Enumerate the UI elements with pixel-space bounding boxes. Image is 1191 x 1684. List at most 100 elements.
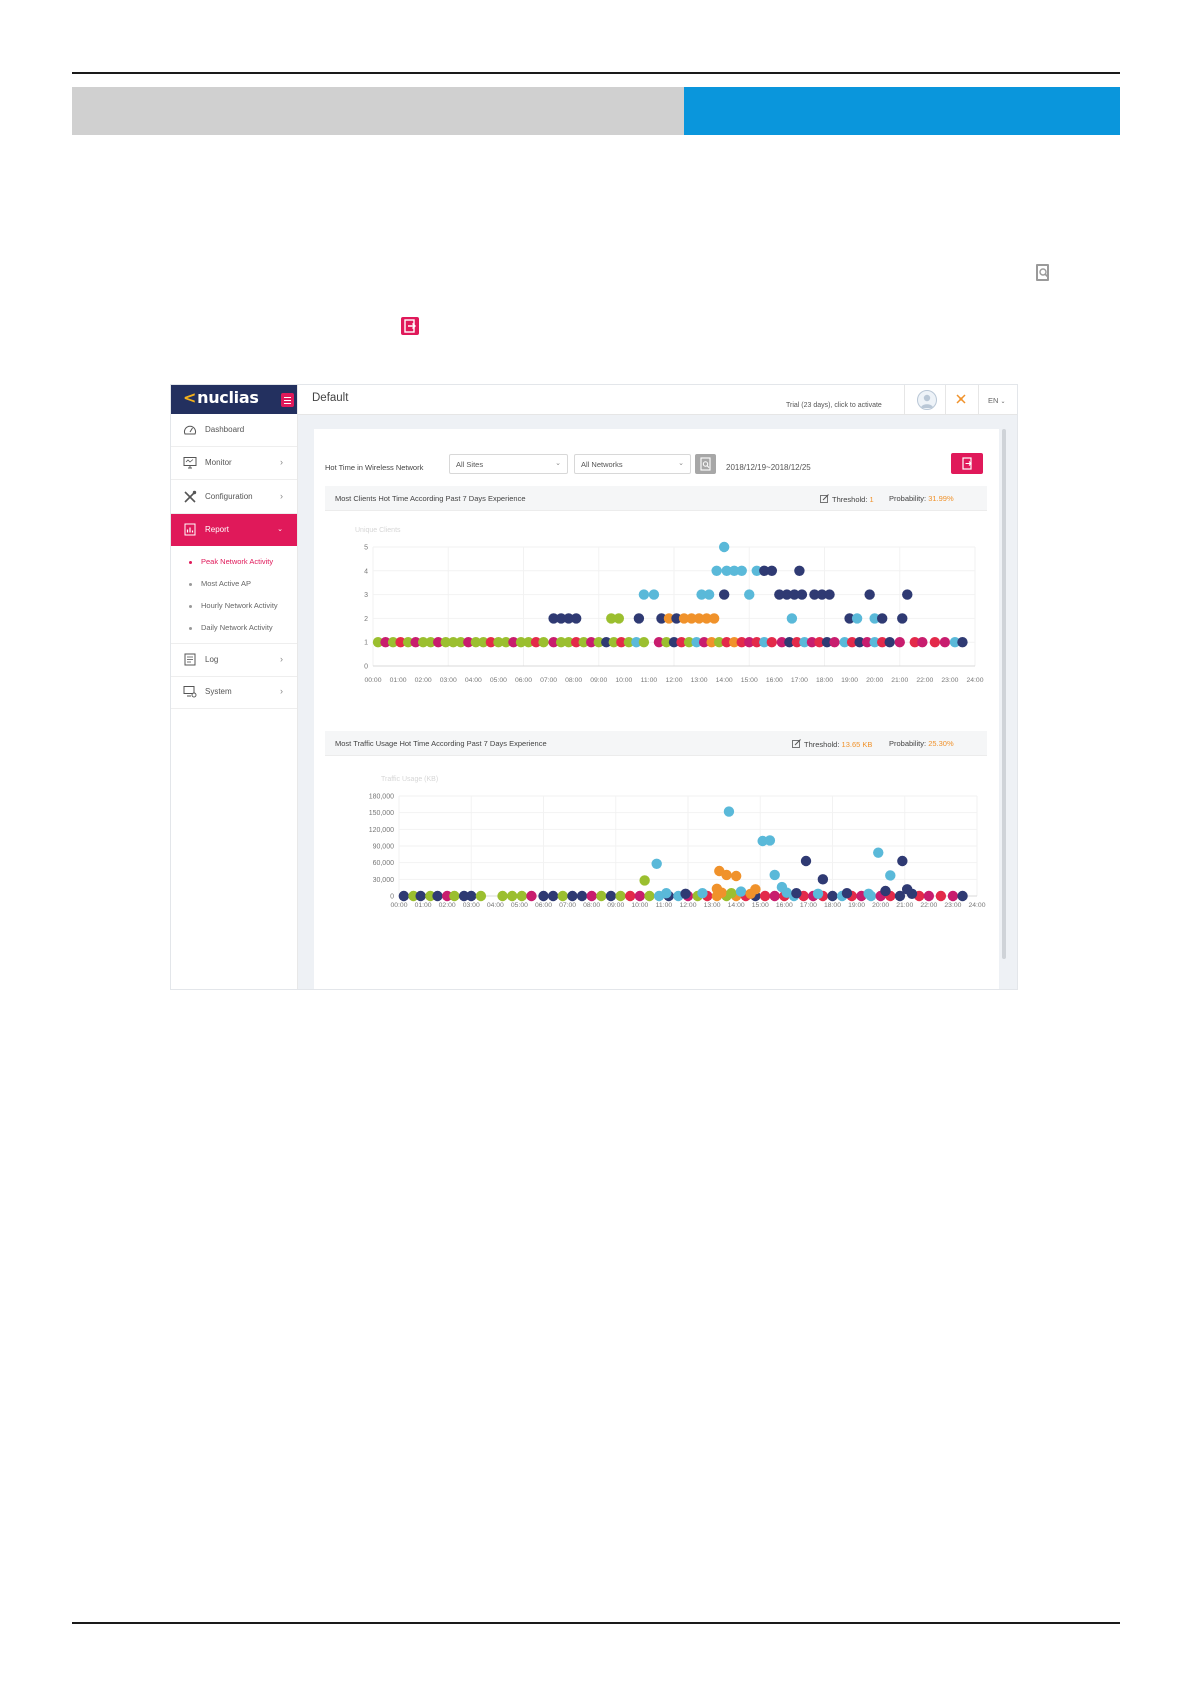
scatter-point[interactable]	[789, 589, 800, 600]
scatter-point[interactable]	[470, 637, 482, 648]
scatter-point[interactable]	[711, 565, 722, 576]
scatter-point[interactable]	[651, 858, 662, 869]
scatter-point[interactable]	[557, 890, 568, 902]
scatter-point[interactable]	[586, 890, 597, 902]
scatter-point[interactable]	[668, 637, 680, 648]
scatter-point[interactable]	[929, 637, 941, 648]
scatter-point[interactable]	[638, 637, 650, 648]
scatter-point[interactable]	[586, 637, 597, 648]
scatter-point[interactable]	[897, 855, 908, 867]
scatter-point[interactable]	[656, 613, 667, 624]
scatter-point[interactable]	[475, 890, 487, 902]
scatter-point[interactable]	[917, 637, 928, 648]
scatter-point[interactable]	[947, 890, 959, 902]
logo[interactable]: <nuclias	[171, 385, 297, 414]
scatter-point[interactable]	[701, 613, 712, 624]
scatter-point[interactable]	[448, 637, 459, 648]
scatter-point[interactable]	[723, 806, 735, 817]
scatter-point[interactable]	[949, 637, 961, 648]
scrollbar[interactable]	[1002, 429, 1006, 959]
scatter-point[interactable]	[698, 637, 710, 648]
scatter-point[interactable]	[839, 637, 850, 648]
scatter-point[interactable]	[639, 875, 650, 886]
scatter-point[interactable]	[601, 637, 612, 648]
sidebar-item-configuration[interactable]: Configuration ›	[171, 481, 297, 514]
scatter-point[interactable]	[608, 637, 619, 648]
sidebar-item-dashboard[interactable]: Dashboard	[171, 414, 297, 447]
scatter-point[interactable]	[478, 637, 489, 648]
hamburger-menu-icon[interactable]	[281, 393, 294, 407]
scatter-point[interactable]	[466, 890, 477, 902]
scatter-point[interactable]	[744, 589, 755, 600]
scatter-point[interactable]	[706, 637, 717, 648]
scatter-point[interactable]	[547, 890, 559, 902]
scatter-point[interactable]	[901, 884, 913, 895]
scatter-point[interactable]	[408, 890, 419, 902]
scatter-point[interactable]	[708, 613, 720, 624]
scatter-point[interactable]	[417, 637, 429, 648]
scatter-point[interactable]	[751, 637, 762, 648]
scatter-point[interactable]	[806, 637, 818, 648]
scatter-point[interactable]	[433, 637, 444, 648]
scatter-point[interactable]	[876, 613, 888, 624]
scatter-point[interactable]	[425, 637, 436, 648]
scatter-point[interactable]	[884, 637, 895, 648]
scatter-point[interactable]	[613, 613, 625, 624]
scatter-point[interactable]	[876, 637, 888, 648]
scatter-point[interactable]	[784, 637, 795, 648]
scatter-point[interactable]	[730, 870, 742, 882]
scatter-point[interactable]	[766, 565, 778, 576]
sidebar-subitem-daily-network-activity[interactable]: Daily Network Activity	[189, 623, 273, 632]
scatter-point[interactable]	[711, 883, 723, 894]
scatter-point[interactable]	[851, 613, 863, 624]
scatter-point[interactable]	[500, 637, 512, 648]
search-button[interactable]	[695, 454, 716, 474]
scatter-point[interactable]	[766, 637, 778, 648]
scatter-point[interactable]	[616, 637, 627, 648]
scatter-point[interactable]	[463, 637, 474, 648]
scatter-point[interactable]	[764, 835, 776, 846]
scatter-point[interactable]	[576, 890, 588, 902]
scatter-point[interactable]	[776, 637, 788, 648]
scatter-point[interactable]	[410, 637, 421, 648]
scatter-point[interactable]	[623, 637, 635, 648]
scatter-point[interactable]	[538, 637, 549, 648]
scatter-point[interactable]	[957, 637, 968, 648]
scatter-point[interactable]	[841, 888, 853, 899]
scatter-point[interactable]	[425, 890, 436, 902]
scatter-point[interactable]	[485, 637, 497, 648]
scatter-point[interactable]	[781, 589, 793, 600]
scatter-point[interactable]	[432, 890, 443, 902]
scatter-point[interactable]	[661, 637, 672, 648]
scatter-point[interactable]	[693, 613, 705, 624]
scatter-point[interactable]	[864, 589, 875, 600]
scatter-point[interactable]	[814, 637, 825, 648]
chart1-threshold[interactable]: Threshold: 1	[820, 494, 874, 504]
scatter-point[interactable]	[744, 637, 755, 648]
export-button[interactable]	[951, 453, 983, 474]
scatter-point[interactable]	[526, 890, 537, 902]
scatter-point[interactable]	[615, 890, 626, 902]
scatter-point[interactable]	[398, 890, 410, 902]
scatter-point[interactable]	[458, 890, 470, 902]
scatter-point[interactable]	[506, 890, 518, 902]
scatter-point[interactable]	[800, 855, 812, 867]
sidebar-item-report[interactable]: Report ⌄	[171, 514, 297, 546]
scatter-point[interactable]	[939, 637, 951, 648]
scatter-point[interactable]	[606, 613, 617, 624]
scatter-point[interactable]	[844, 613, 855, 624]
tools-settings-icon[interactable]	[955, 393, 967, 405]
scatter-point[interactable]	[880, 885, 891, 897]
scatter-point[interactable]	[653, 637, 665, 648]
scatter-point[interactable]	[799, 637, 810, 648]
scatter-point[interactable]	[809, 589, 820, 600]
scatter-point[interactable]	[729, 565, 740, 576]
user-avatar-icon[interactable]	[917, 390, 937, 410]
scatter-point[interactable]	[395, 637, 406, 648]
sidebar-subitem-most-active-ap[interactable]: Most Active AP	[189, 579, 251, 588]
scatter-point[interactable]	[563, 637, 574, 648]
network-select[interactable]: All Networks ⌄	[574, 454, 691, 474]
scatter-point[interactable]	[515, 637, 527, 648]
scatter-point[interactable]	[873, 847, 884, 858]
scatter-point[interactable]	[415, 890, 426, 902]
